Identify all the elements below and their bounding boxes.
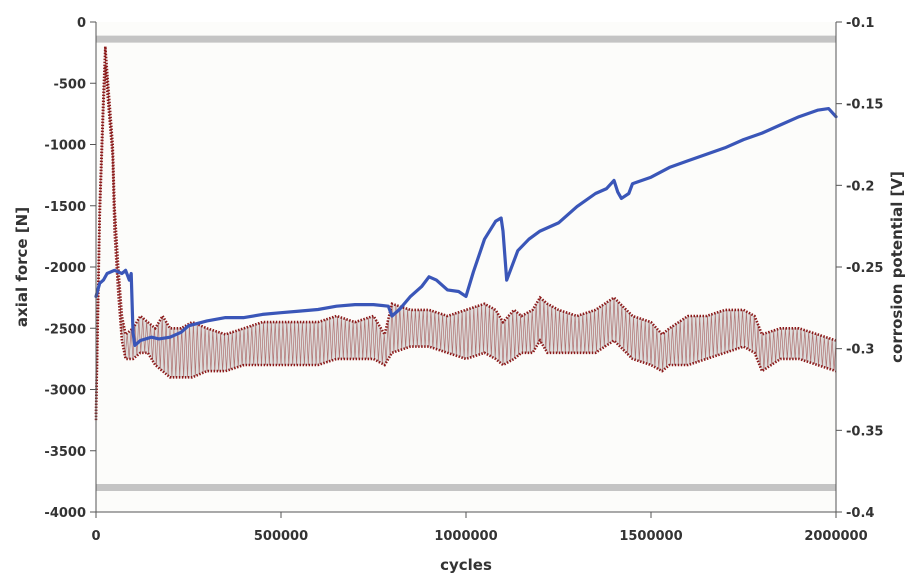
y-left-tick-label: -3500 bbox=[44, 445, 86, 460]
y-left-tick-label: -500 bbox=[53, 77, 86, 92]
y-right-axis-title: corrosion potential [V] bbox=[888, 171, 906, 363]
x-tick-label: 1000000 bbox=[434, 529, 497, 544]
y-right-tick-label: -0.2 bbox=[846, 179, 874, 194]
y-left-tick-label: -4000 bbox=[44, 506, 86, 521]
y-left-tick-label: -2000 bbox=[44, 261, 86, 276]
x-axis-title: cycles bbox=[440, 556, 492, 574]
x-tick-label: 1500000 bbox=[619, 529, 682, 544]
y-right-tick-label: -0.35 bbox=[846, 424, 883, 439]
y-left-tick-label: -2500 bbox=[44, 322, 86, 337]
corrosion-potential-line bbox=[94, 107, 838, 347]
x-tick-label: 2000000 bbox=[804, 529, 867, 544]
x-tick-label: 500000 bbox=[254, 529, 308, 544]
y-right-tick-label: -0.25 bbox=[846, 261, 883, 276]
y-right-tick-label: -0.4 bbox=[846, 506, 874, 521]
x-tick-label: 0 bbox=[91, 529, 100, 544]
axial-force-cycles bbox=[95, 71, 837, 415]
y-left-axis-title: axial force [N] bbox=[13, 207, 31, 327]
plot-area bbox=[96, 22, 836, 512]
y-left-tick-label: -3000 bbox=[44, 384, 86, 399]
axial-force-band bbox=[96, 46, 836, 421]
y-left-tick-label: -1000 bbox=[44, 139, 86, 154]
y-right-tick-label: -0.1 bbox=[846, 16, 874, 31]
y-left-tick-label: -1500 bbox=[44, 200, 86, 215]
axial-force-lower-envelope bbox=[94, 64, 837, 421]
y-left-tick-label: 0 bbox=[77, 16, 86, 31]
y-right-tick-label: -0.3 bbox=[846, 343, 874, 358]
y-right-tick-label: -0.15 bbox=[846, 98, 883, 113]
